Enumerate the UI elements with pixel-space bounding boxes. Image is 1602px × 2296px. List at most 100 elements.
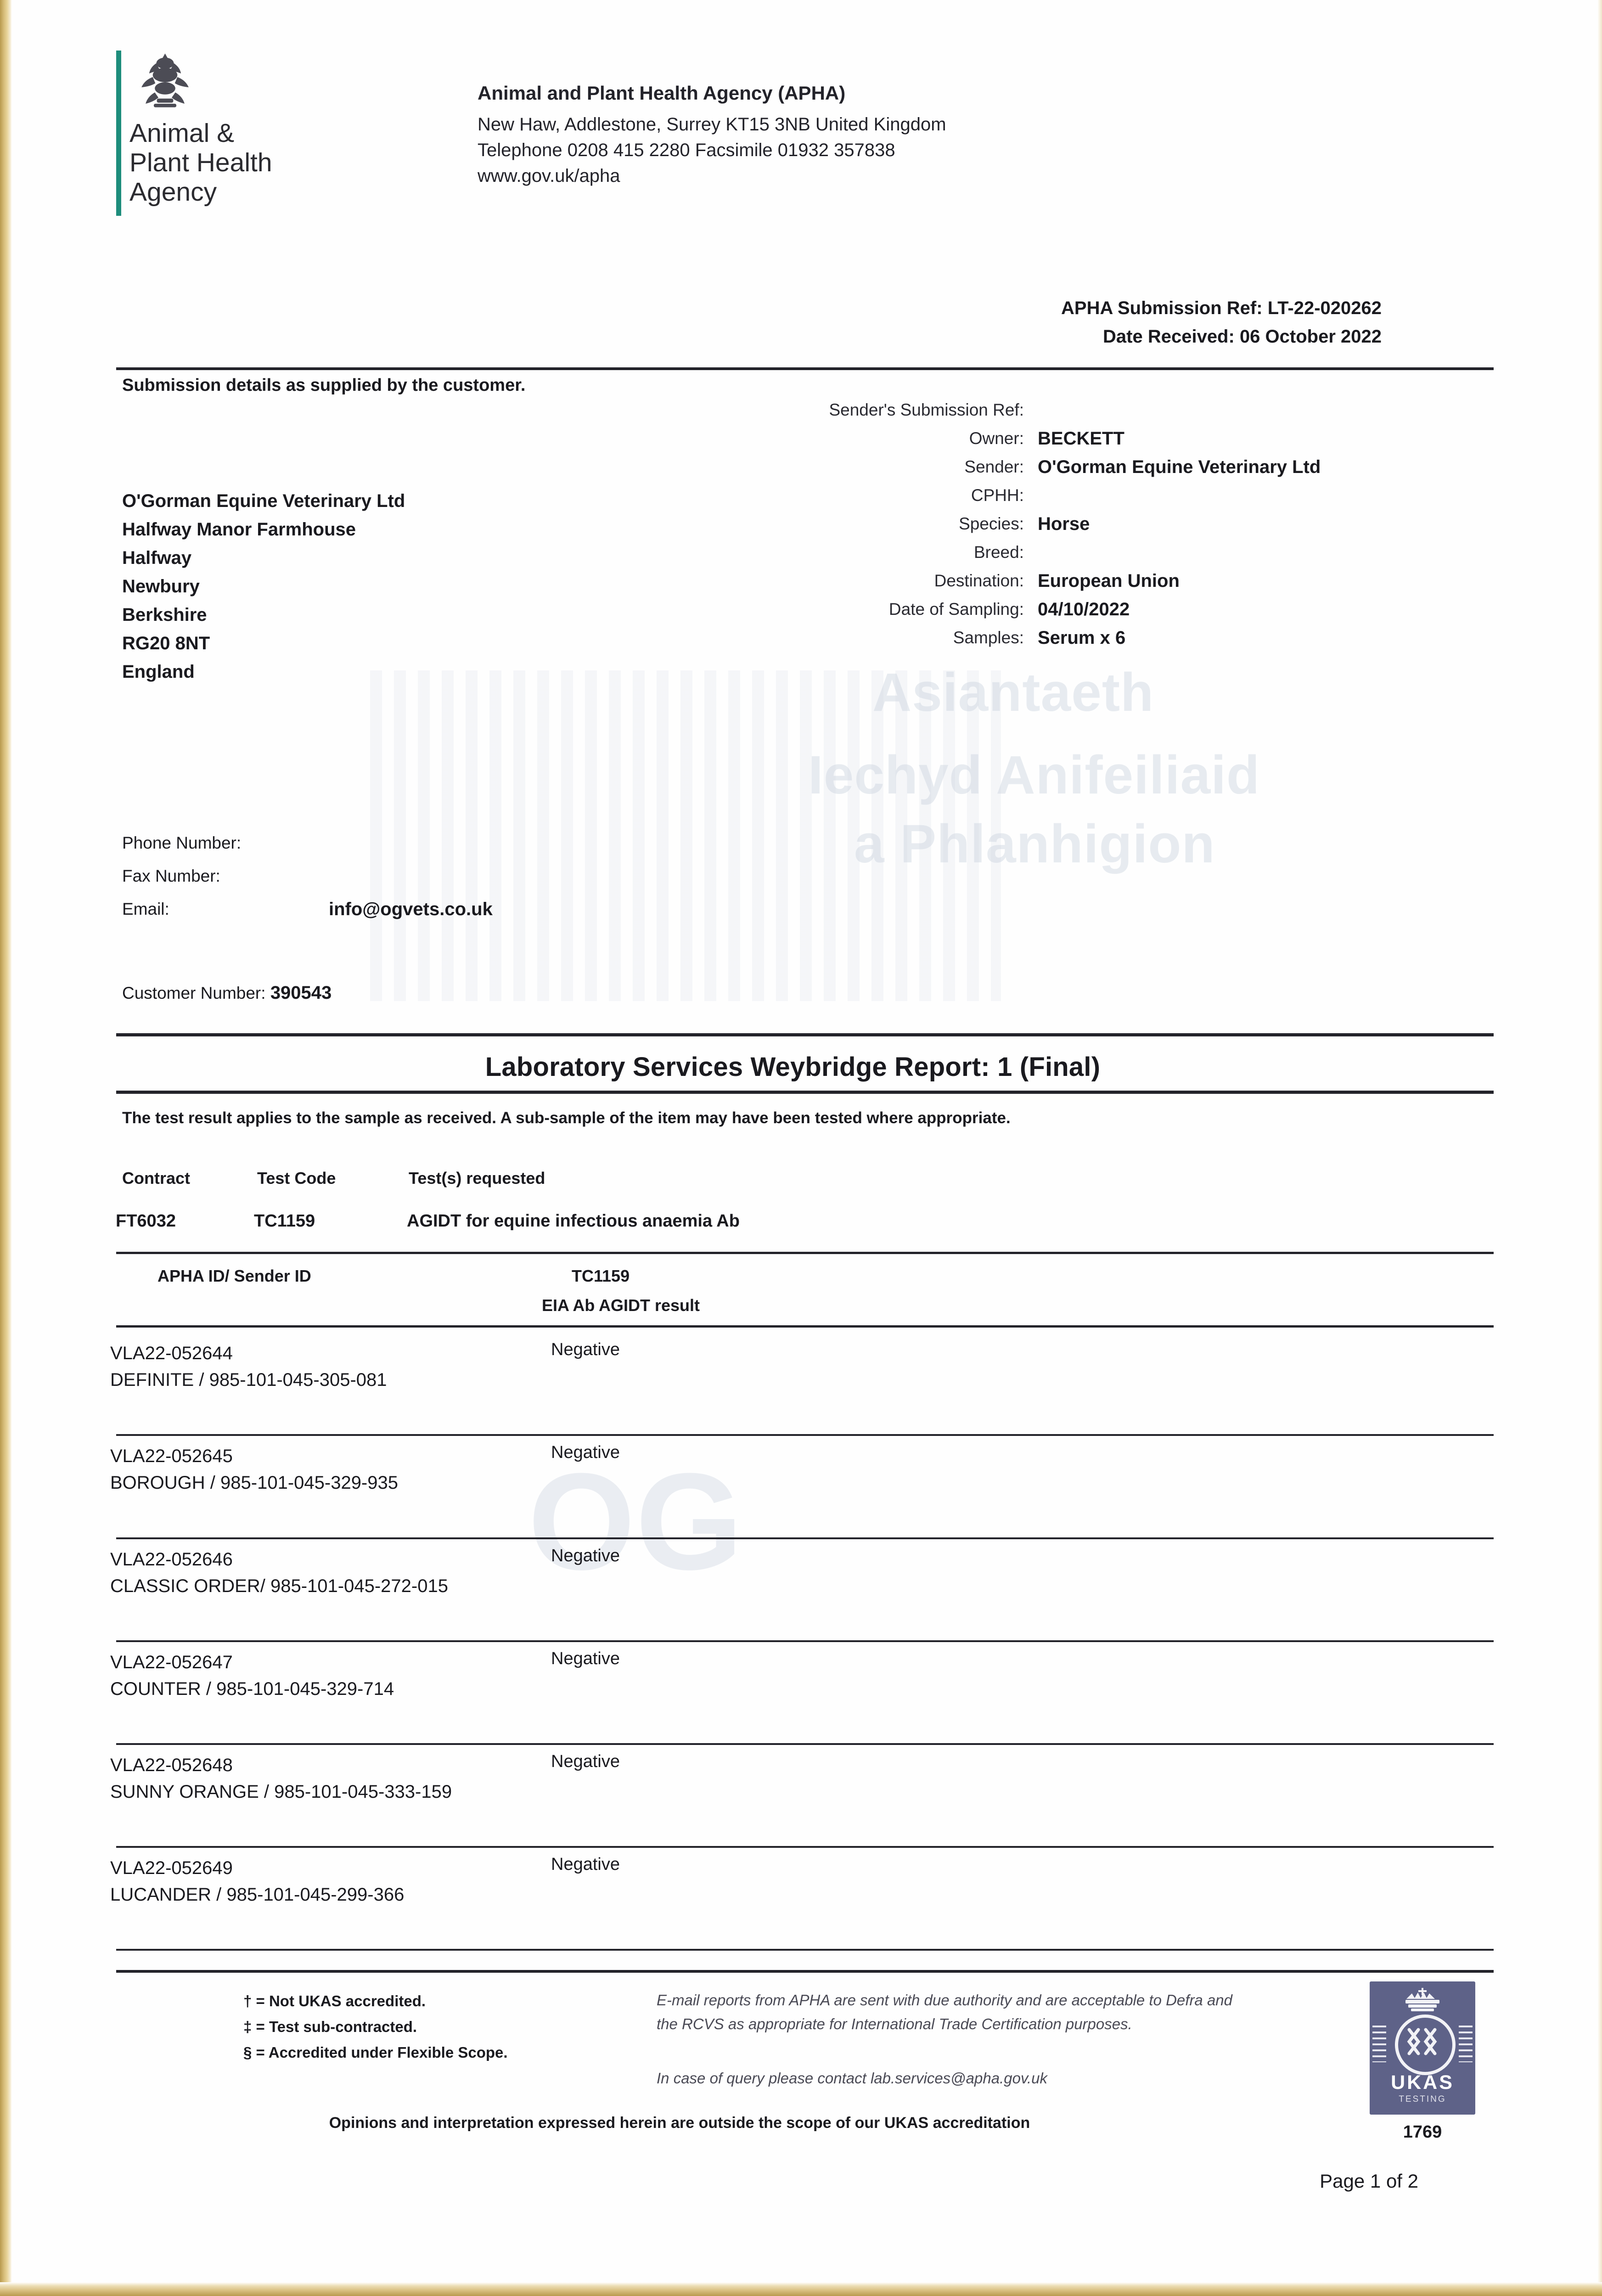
submission-ref-value: LT-22-020262 xyxy=(1267,298,1382,318)
divider-results-header-top xyxy=(116,1252,1494,1254)
field-label: Species: xyxy=(959,514,1024,533)
crown-icon xyxy=(1370,1988,1475,2016)
date-received-line: Date Received: 06 October 2022 xyxy=(1061,322,1382,351)
report-title: Laboratory Services Weybridge Report: 1 … xyxy=(485,1052,1101,1082)
ukas-logo: UKAS TESTING xyxy=(1370,1981,1475,2115)
ukas-accreditation-number: 1769 xyxy=(1403,2122,1442,2142)
contact-details-block: Phone Number: Fax Number: Email: info@og… xyxy=(122,827,493,926)
field-row: Owner: BECKETT xyxy=(684,424,1465,453)
result-row-id: VLA22-052647 COUNTER / 985-101-045-329-7… xyxy=(110,1649,459,1702)
document-page xyxy=(12,0,1597,2282)
field-row: CPHH: xyxy=(684,481,1465,510)
contact-label: Phone Number: xyxy=(122,833,242,852)
field-label: CPHH: xyxy=(971,486,1024,505)
apha-id: VLA22-052647 xyxy=(110,1652,233,1672)
field-row: Sender: O'Gorman Equine Veterinary Ltd xyxy=(684,453,1465,481)
divider-top xyxy=(116,367,1494,370)
customer-number-value: 390543 xyxy=(270,983,332,1003)
field-row: Destination: European Union xyxy=(684,567,1465,595)
cell-contract: FT6032 xyxy=(116,1211,176,1231)
col-header-apha-sender-id: APHA ID/ Sender ID xyxy=(157,1266,311,1285)
row-divider xyxy=(116,1640,1494,1642)
ukas-hatch-left xyxy=(1372,2026,1386,2062)
sender-id: DEFINITE / 985-101-045-305-081 xyxy=(110,1370,387,1390)
col-header-contract: Contract xyxy=(122,1169,191,1187)
result-row-id: VLA22-052645 BOROUGH / 985-101-045-329-9… xyxy=(110,1443,459,1496)
ukas-wordmark: UKAS xyxy=(1391,2071,1454,2093)
logo-line-2: Plant Health xyxy=(129,148,272,177)
result-value: Negative xyxy=(551,1752,620,1771)
field-row: Sender's Submission Ref: xyxy=(684,396,1465,424)
field-value: O'Gorman Equine Veterinary Ltd xyxy=(1038,457,1321,477)
apha-id: VLA22-052644 xyxy=(110,1343,233,1363)
result-col-code: TC1159 xyxy=(572,1266,630,1285)
contact-row: Fax Number: xyxy=(122,860,241,893)
submission-details-heading: Submission details as supplied by the cu… xyxy=(122,376,526,395)
submission-ref-label: APHA Submission Ref: xyxy=(1061,298,1263,318)
footnote-subcontracted: ‡ = Test sub-contracted. xyxy=(243,2018,417,2035)
customer-number-row: Customer Number: 390543 xyxy=(122,983,332,1003)
submission-fields: Sender's Submission Ref: Owner: BECKETT … xyxy=(684,396,1465,652)
row-divider xyxy=(116,1434,1494,1436)
field-value: Serum x 6 xyxy=(1038,628,1126,648)
field-label: Owner: xyxy=(969,429,1024,448)
scan-edge-left xyxy=(0,0,12,2296)
field-row: Samples: Serum x 6 xyxy=(684,624,1465,652)
submission-reference-block: APHA Submission Ref: LT-22-020262 Date R… xyxy=(1061,294,1382,351)
field-label: Sender's Submission Ref: xyxy=(829,400,1024,419)
sender-id: COUNTER / 985-101-045-329-714 xyxy=(110,1679,394,1699)
cell-tests-requested: AGIDT for equine infectious anaemia Ab xyxy=(407,1211,740,1231)
field-value: Horse xyxy=(1038,514,1090,534)
col-header-result-name: EIA Ab AGIDT result xyxy=(542,1296,700,1315)
footer-italic-note-2: In case of query please contact lab.serv… xyxy=(657,2070,1048,2087)
cell-test-code: TC1159 xyxy=(254,1211,315,1231)
royal-crest-icon xyxy=(134,51,196,109)
ukas-ring-emblem xyxy=(1395,2015,1456,2075)
result-row-id: VLA22-052644 DEFINITE / 985-101-045-305-… xyxy=(110,1340,459,1393)
sender-id: CLASSIC ORDER/ 985-101-045-272-015 xyxy=(110,1576,448,1596)
organisation-website: www.gov.uk/apha xyxy=(478,166,620,186)
scan-edge-bottom xyxy=(0,2282,1602,2296)
contact-label: Email: xyxy=(122,900,169,918)
divider-footer xyxy=(116,1970,1494,1973)
address-line: England xyxy=(122,662,195,682)
col-header-test-code: Test Code xyxy=(257,1169,336,1187)
col-header-tests-requested: Test(s) requested xyxy=(409,1169,545,1187)
organisation-telephone: Telephone 0208 415 2280 Facsimile 01932 … xyxy=(478,140,895,160)
organisation-name: Animal and Plant Health Agency (APHA) xyxy=(478,82,846,104)
apha-id: VLA22-052649 xyxy=(110,1858,233,1878)
report-disclaimer: The test result applies to the sample as… xyxy=(122,1109,1011,1127)
address-line: Berkshire xyxy=(122,605,207,625)
col-header-result-test-code: TC1159 xyxy=(572,1266,630,1286)
field-label: Date of Sampling: xyxy=(888,600,1024,619)
row-divider xyxy=(116,1537,1494,1539)
sender-id: BOROUGH / 985-101-045-329-935 xyxy=(110,1473,398,1493)
result-col-name: EIA Ab AGIDT result xyxy=(542,1296,700,1315)
field-label: Destination: xyxy=(934,571,1024,590)
divider-results-header-bottom xyxy=(116,1325,1494,1328)
logo-line-1: Animal & xyxy=(129,118,235,148)
brand-accent-bar xyxy=(116,51,121,216)
apha-id: VLA22-052646 xyxy=(110,1549,233,1570)
result-row-id: VLA22-052648 SUNNY ORANGE / 985-101-045-… xyxy=(110,1752,459,1805)
customer-number-label: Customer Number: xyxy=(122,984,266,1002)
contact-row: Email: info@ogvets.co.uk xyxy=(122,893,493,926)
field-value: European Union xyxy=(1038,571,1180,591)
sender-id: LUCANDER / 985-101-045-299-366 xyxy=(110,1885,405,1905)
address-line: Halfway xyxy=(122,548,192,568)
footnote-flexible-scope: § = Accredited under Flexible Scope. xyxy=(243,2044,508,2061)
contact-row: Phone Number: xyxy=(122,827,241,860)
ukas-opinion-note: Opinions and interpretation expressed he… xyxy=(329,2114,1030,2132)
ukas-hatch-right xyxy=(1459,2026,1473,2062)
field-label: Sender: xyxy=(964,457,1024,476)
footer-italic-note-1: E-mail reports from APHA are sent with d… xyxy=(657,1992,1233,2032)
apha-id: VLA22-052645 xyxy=(110,1446,233,1466)
result-row-id: VLA22-052649 LUCANDER / 985-101-045-299-… xyxy=(110,1855,459,1908)
address-line: Newbury xyxy=(122,576,200,597)
customer-address-block: O'Gorman Equine Veterinary Ltd Halfway M… xyxy=(122,487,405,686)
address-line: Halfway Manor Farmhouse xyxy=(122,519,356,540)
row-divider xyxy=(116,1949,1494,1951)
contact-label: Fax Number: xyxy=(122,867,220,885)
field-row: Species: Horse xyxy=(684,510,1465,538)
organisation-address: New Haw, Addlestone, Surrey KT15 3NB Uni… xyxy=(478,114,946,135)
